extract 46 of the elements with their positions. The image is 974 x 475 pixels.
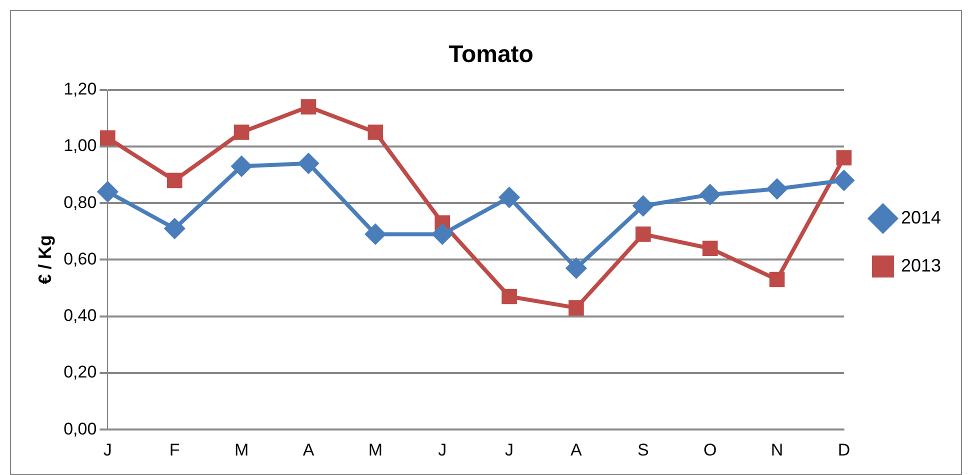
- point: [700, 184, 720, 205]
- point: [98, 182, 118, 202]
- point: [702, 240, 718, 256]
- x-tick-label: J: [103, 440, 112, 460]
- y-axis-title: € / Kg: [34, 235, 55, 284]
- y-tick-label: 0,40: [64, 306, 97, 326]
- point: [368, 124, 384, 140]
- point: [232, 156, 252, 176]
- y-tick-label: 0,60: [64, 249, 97, 268]
- y-tick-label: 1,00: [64, 136, 97, 156]
- point: [298, 153, 318, 174]
- x-tick-label: J: [505, 440, 514, 460]
- legend-label: 2014: [900, 207, 942, 228]
- x-tick-label: O: [703, 440, 717, 460]
- legend-label: 2013: [900, 255, 942, 276]
- point: [836, 150, 852, 166]
- point: [432, 224, 452, 244]
- point: [365, 224, 386, 244]
- y-tick-label: 0,00: [64, 419, 97, 438]
- x-tick-label: D: [838, 440, 850, 460]
- point: [164, 218, 185, 239]
- y-tick-label: 0,80: [64, 192, 97, 212]
- point: [633, 196, 654, 216]
- chart-title: Tomato: [448, 41, 534, 68]
- x-tick-label: F: [169, 440, 180, 460]
- x-tick-label: A: [302, 440, 315, 460]
- x-tick-label: N: [770, 440, 784, 460]
- point: [834, 170, 854, 190]
- point: [100, 130, 116, 146]
- x-tick-label: J: [438, 440, 447, 460]
- point: [636, 226, 651, 242]
- point: [767, 178, 788, 199]
- y-tick-label: 1,20: [64, 79, 97, 98]
- point: [568, 300, 584, 316]
- x-tick-label: M: [368, 440, 383, 460]
- point: [234, 124, 250, 140]
- point: [300, 99, 316, 114]
- y-tick-label: 0,20: [64, 362, 97, 382]
- point: [769, 272, 785, 288]
- x-tick-label: A: [570, 440, 583, 460]
- x-tick-label: S: [637, 440, 649, 460]
- point: [166, 172, 182, 188]
- x-tick-label: M: [234, 440, 249, 460]
- point: [499, 187, 520, 208]
- point: [566, 258, 586, 278]
- point: [502, 288, 517, 304]
